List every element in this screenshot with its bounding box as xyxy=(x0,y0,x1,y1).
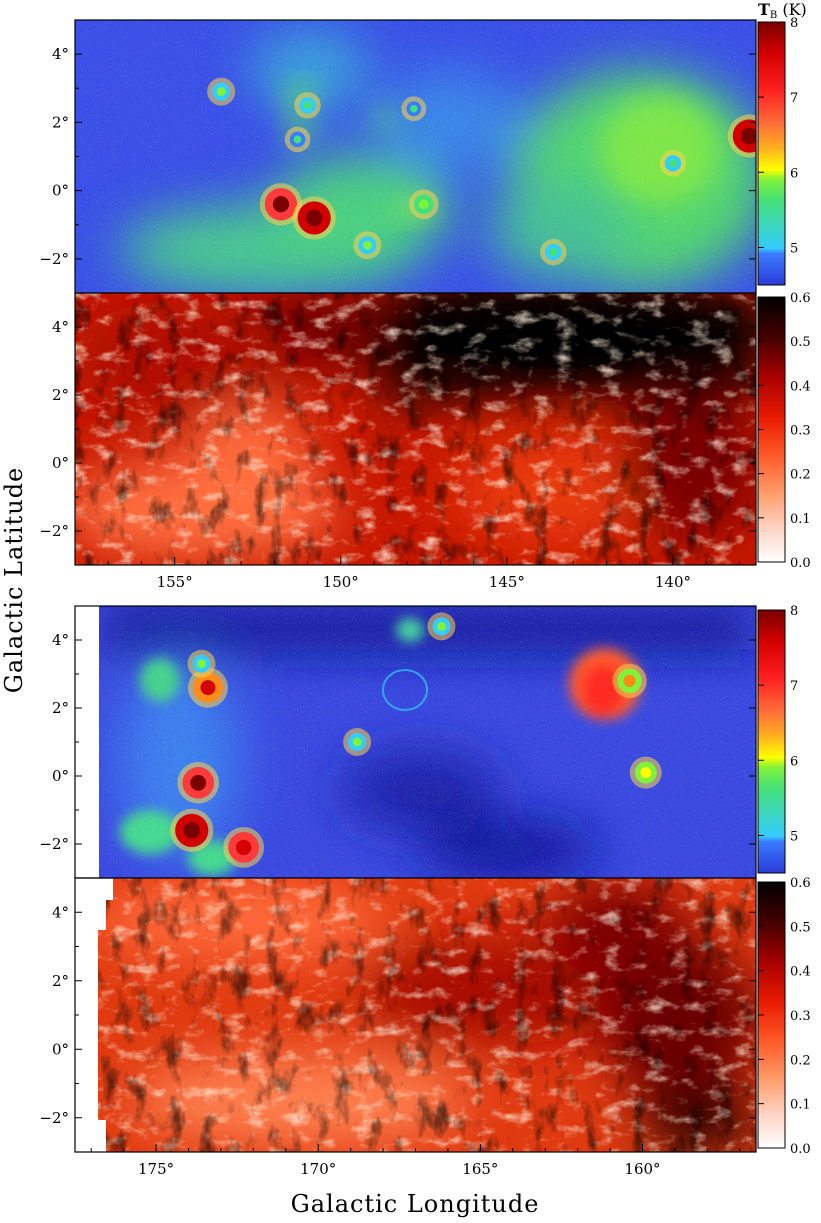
source-core xyxy=(418,199,429,210)
source-core xyxy=(436,621,446,631)
y-tick-label: 2° xyxy=(52,699,69,717)
source-core xyxy=(623,674,636,687)
bright-sources-bottom xyxy=(170,612,662,868)
y-tick-label: −2° xyxy=(39,522,69,540)
y-tick-label: 2° xyxy=(52,972,69,990)
colorbar-tick-label: 6 xyxy=(790,166,798,181)
colorbar-tick-label: 0.1 xyxy=(790,512,811,527)
y-tick-label: −2° xyxy=(39,835,69,853)
y-tick-label: 4° xyxy=(52,631,69,649)
colorbar-tick-label: 0.0 xyxy=(790,556,811,571)
colorbar-tick-label: 0.5 xyxy=(790,920,811,935)
y-tick-label: −2° xyxy=(39,1109,69,1127)
x-tick-label: 160° xyxy=(624,1160,660,1178)
y-axis-title: Galactic Latitude xyxy=(0,467,28,694)
source-core xyxy=(190,774,207,791)
panel-top-ratio xyxy=(75,293,756,565)
colorbar-tick-label: 0.5 xyxy=(790,335,811,350)
source-core xyxy=(216,87,226,97)
colorbar-tick-label: 8 xyxy=(790,604,798,619)
colorbar-tick-label: 0.6 xyxy=(790,291,811,306)
panel-bottom-ratio xyxy=(98,878,756,1152)
colorbar-tick-label: 7 xyxy=(790,679,798,694)
axes-layer: 4° 2° 0° −2° 5 6 7 8 4° 2° 0° −2° 155° 150° 145° 140° 0.… xyxy=(39,16,810,1178)
panel-bottom-brightness xyxy=(99,606,756,878)
x-tick-label: 155° xyxy=(157,573,193,591)
source-core xyxy=(410,105,418,113)
source-core xyxy=(293,135,302,144)
colorbar-tick-label: 0.2 xyxy=(790,468,811,483)
source-core xyxy=(235,839,252,856)
y-tick-label: 0° xyxy=(52,454,69,472)
source-core xyxy=(272,196,290,213)
source-core xyxy=(352,737,362,747)
source-core xyxy=(741,127,756,145)
source-core xyxy=(183,822,201,839)
source-core xyxy=(668,159,678,168)
y-tick-label: 0° xyxy=(52,767,69,785)
y-tick-label: 2° xyxy=(52,113,69,131)
x-tick-label: 170° xyxy=(300,1160,336,1178)
y-tick-label: 0° xyxy=(52,182,69,200)
source-core xyxy=(305,209,323,227)
colorbar-tick-label: 0.4 xyxy=(790,379,811,394)
colorbar-tick-label: 0.0 xyxy=(790,1142,811,1157)
x-tick-label: 150° xyxy=(323,573,359,591)
x-tick-label: 140° xyxy=(655,573,691,591)
y-tick-label: −2° xyxy=(39,250,69,268)
colorbar-tick-label: 8 xyxy=(790,16,798,31)
source-core xyxy=(200,680,216,696)
y-tick-label: 4° xyxy=(52,318,69,336)
colorbar-bottom-brightness xyxy=(757,609,786,874)
source-core xyxy=(549,247,558,257)
colorbar-tick-label: 0.1 xyxy=(790,1098,811,1113)
y-tick-label: 4° xyxy=(52,45,69,63)
colorbar-unit-label: TB (K) xyxy=(758,0,807,21)
colorbar-tick-label: 5 xyxy=(790,829,798,844)
y-tick-label: 2° xyxy=(52,386,69,404)
colorbar-tick-label: 5 xyxy=(790,241,798,256)
colorbar-tick-label: 0.2 xyxy=(790,1053,811,1068)
colorbar-tick-label: 6 xyxy=(790,754,798,769)
y-tick-label: 0° xyxy=(52,1040,69,1058)
colorbar-tick-label: 0.3 xyxy=(790,424,811,439)
colorbar-tick-label: 0.3 xyxy=(790,1009,811,1024)
source-core xyxy=(303,101,312,110)
x-tick-label: 175° xyxy=(138,1160,174,1178)
y-tick-label: 4° xyxy=(52,903,69,921)
source-core xyxy=(640,767,652,779)
colorbar-tick-label: 7 xyxy=(790,91,798,106)
bright-sources-top xyxy=(207,77,756,266)
x-tick-label: 145° xyxy=(489,573,525,591)
panel-top-brightness xyxy=(75,20,756,293)
source-core xyxy=(362,240,372,250)
colorbar-top-brightness xyxy=(757,21,786,286)
colorbar-tick-label: 0.4 xyxy=(790,965,811,980)
colorbar-tick-label: 0.6 xyxy=(790,876,811,891)
source-core xyxy=(196,659,206,669)
x-tick-label: 165° xyxy=(462,1160,498,1178)
x-axis-title: Galactic Longitude xyxy=(291,1190,540,1218)
